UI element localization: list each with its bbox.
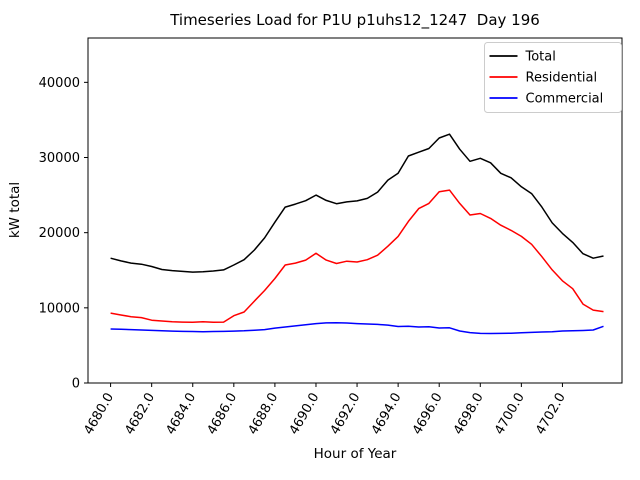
x-tick-label: 4692.0 (328, 391, 364, 438)
series-line-commercial (110, 321, 604, 335)
x-tick-label: 4698.0 (451, 391, 487, 438)
x-tick-label: 4682.0 (122, 391, 158, 438)
x-tick-label: 4694.0 (369, 391, 405, 438)
x-tick-label: 4700.0 (492, 391, 528, 438)
x-tick-label: 4688.0 (246, 391, 282, 438)
x-tick-label: 4686.0 (205, 391, 241, 438)
plot-border (87, 37, 623, 384)
x-tick-label: 4696.0 (410, 391, 446, 438)
y-tick-label: 40000 (39, 76, 80, 91)
y-tick-label: 30000 (39, 151, 80, 166)
series-line-residential (110, 189, 604, 324)
x-tick-label: 4702.0 (533, 391, 569, 438)
x-axis-label: Hour of Year (313, 446, 397, 462)
x-tick-label: 4690.0 (287, 391, 323, 438)
x-tick-label: 4680.0 (81, 391, 117, 438)
y-tick-label: 10000 (39, 301, 80, 316)
x-tick-label: 4684.0 (163, 391, 199, 438)
chart-title: Timeseries Load for P1U p1uhs12_1247 Day… (170, 11, 540, 29)
series-line-total (110, 133, 604, 273)
legend-label-total: Total (525, 50, 556, 65)
legend-label-commercial: Commercial (526, 92, 604, 107)
y-tick-label: 20000 (39, 226, 80, 241)
y-tick-label: 0 (72, 377, 80, 392)
legend-box (484, 42, 622, 113)
legend-label-residential: Residential (526, 71, 598, 86)
